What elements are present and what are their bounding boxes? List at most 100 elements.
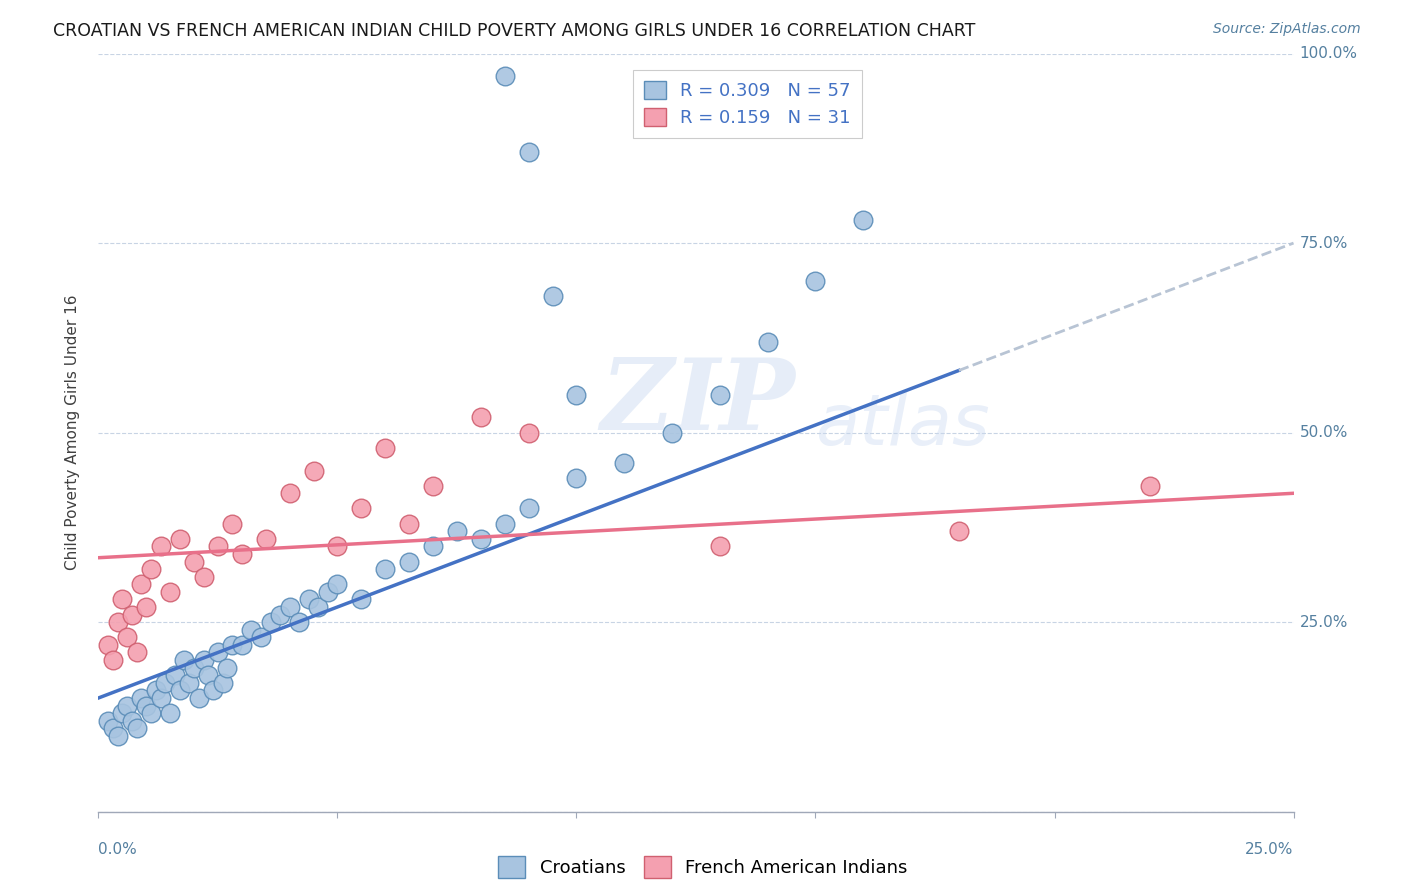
Legend: Croatians, French American Indians: Croatians, French American Indians	[491, 849, 915, 886]
Point	[756, 334, 779, 349]
Point	[135, 698, 157, 713]
Point	[169, 683, 191, 698]
Point	[179, 676, 201, 690]
Point	[149, 691, 172, 706]
Point	[350, 592, 373, 607]
Point	[101, 721, 124, 735]
Point	[278, 486, 301, 500]
Point	[193, 653, 215, 667]
Point	[131, 691, 153, 706]
Text: 100.0%: 100.0%	[1299, 46, 1358, 61]
Point	[446, 524, 468, 539]
Point	[288, 615, 311, 630]
Point	[494, 516, 516, 531]
Point	[709, 387, 731, 401]
Point	[307, 600, 329, 615]
Point	[207, 539, 229, 553]
Point	[187, 691, 209, 706]
Point	[374, 441, 396, 455]
Point	[231, 638, 253, 652]
Legend: R = 0.309   N = 57, R = 0.159   N = 31: R = 0.309 N = 57, R = 0.159 N = 31	[633, 70, 862, 137]
Text: 75.0%: 75.0%	[1299, 235, 1348, 251]
Point	[131, 577, 153, 591]
Point	[121, 714, 143, 728]
Point	[207, 646, 229, 660]
Text: 25.0%: 25.0%	[1246, 842, 1294, 857]
Point	[517, 145, 540, 160]
Point	[155, 676, 177, 690]
Point	[183, 554, 205, 569]
Point	[97, 638, 120, 652]
Point	[159, 706, 181, 721]
Point	[374, 562, 396, 576]
Point	[326, 577, 349, 591]
Point	[202, 683, 225, 698]
Point	[852, 213, 875, 227]
Point	[1139, 479, 1161, 493]
Point	[125, 721, 148, 735]
Point	[139, 562, 162, 576]
Point	[221, 638, 243, 652]
Point	[470, 410, 492, 425]
Point	[398, 516, 420, 531]
Point	[422, 539, 444, 553]
Text: atlas: atlas	[815, 391, 990, 459]
Point	[193, 570, 215, 584]
Point	[121, 607, 143, 622]
Point	[254, 532, 277, 546]
Point	[111, 706, 134, 721]
Point	[183, 660, 205, 675]
Point	[494, 70, 516, 84]
Point	[541, 289, 564, 303]
Point	[173, 653, 195, 667]
Point	[107, 729, 129, 743]
Point	[231, 547, 253, 561]
Point	[613, 456, 636, 470]
Point	[565, 471, 588, 485]
Point	[709, 539, 731, 553]
Point	[302, 464, 325, 478]
Point	[259, 615, 281, 630]
Point	[169, 532, 191, 546]
Point	[316, 585, 339, 599]
Point	[101, 653, 124, 667]
Point	[115, 698, 138, 713]
Text: CROATIAN VS FRENCH AMERICAN INDIAN CHILD POVERTY AMONG GIRLS UNDER 16 CORRELATIO: CROATIAN VS FRENCH AMERICAN INDIAN CHILD…	[53, 22, 976, 40]
Point	[115, 630, 138, 644]
Point	[326, 539, 349, 553]
Point	[197, 668, 219, 682]
Point	[107, 615, 129, 630]
Point	[278, 600, 301, 615]
Point	[269, 607, 291, 622]
Point	[97, 714, 120, 728]
Point	[149, 539, 172, 553]
Point	[111, 592, 134, 607]
Point	[125, 646, 148, 660]
Text: 25.0%: 25.0%	[1299, 615, 1348, 630]
Point	[139, 706, 162, 721]
Point	[350, 501, 373, 516]
Point	[163, 668, 186, 682]
Text: 0.0%: 0.0%	[98, 842, 138, 857]
Point	[217, 660, 239, 675]
Point	[221, 516, 243, 531]
Point	[804, 274, 827, 288]
Text: Source: ZipAtlas.com: Source: ZipAtlas.com	[1213, 22, 1361, 37]
Point	[422, 479, 444, 493]
Point	[159, 585, 181, 599]
Point	[298, 592, 321, 607]
Point	[250, 630, 273, 644]
Point	[517, 425, 540, 440]
Y-axis label: Child Poverty Among Girls Under 16: Child Poverty Among Girls Under 16	[65, 295, 80, 570]
Point	[145, 683, 167, 698]
Point	[240, 623, 263, 637]
Point	[211, 676, 233, 690]
Point	[948, 524, 970, 539]
Point	[470, 532, 492, 546]
Point	[565, 387, 588, 401]
Point	[661, 425, 683, 440]
Point	[135, 600, 157, 615]
Text: ZIP: ZIP	[600, 354, 796, 450]
Text: 50.0%: 50.0%	[1299, 425, 1348, 440]
Point	[517, 501, 540, 516]
